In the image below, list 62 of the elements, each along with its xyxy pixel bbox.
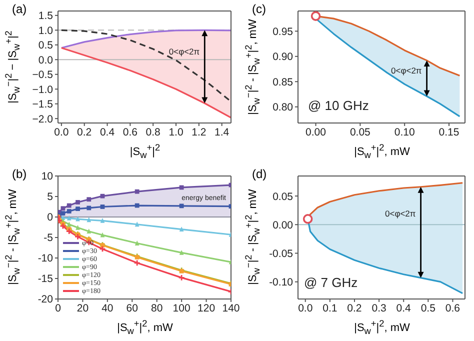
x-tick-label: 0.4 xyxy=(100,126,115,138)
y-tick-label: -15 xyxy=(38,273,54,286)
annotation: 0<φ<2π xyxy=(385,208,416,218)
x-tick-label: 120 xyxy=(198,302,216,314)
x-tick-label: 0.6 xyxy=(122,126,138,138)
annotation: 0<φ<2π xyxy=(168,46,200,56)
y-tick-label: -10 xyxy=(38,252,54,265)
x-tick-label: 60 xyxy=(126,302,138,314)
y-tick-label: -0.05 xyxy=(269,248,294,260)
x-tick-label: 140 xyxy=(222,302,240,314)
x-axis-title: |S$_{w}$$^{+}$|$^{2}$, mW xyxy=(117,318,173,336)
x-tick-label: 1.2 xyxy=(192,126,206,138)
y-tick-label: 0.95 xyxy=(272,26,294,38)
x-tick-label: 0.4 xyxy=(396,302,412,314)
x-axis-title: |S$_{w}$$^{+}$|$^{2}$, mW xyxy=(354,142,410,160)
y-tick-label: 0.05 xyxy=(272,190,294,203)
chart-title: (c) xyxy=(252,2,266,16)
y-tick-label: 0.90 xyxy=(272,51,294,64)
x-tick-label: 80 xyxy=(151,302,163,314)
x-axis-title: |S$_{w}$$^{+}$|$^{2}$ xyxy=(130,142,160,160)
x-tick-label: 0.1 xyxy=(322,302,338,314)
x-tick-label: 0.10 xyxy=(394,126,415,138)
x-tick-label: 0.6 xyxy=(445,302,460,314)
x-tick-label: 1.0 xyxy=(168,126,184,138)
annotation: 0<φ<2π xyxy=(391,65,422,76)
x-tick-label: 0.0 xyxy=(298,302,313,314)
x-tick-label: 0.2 xyxy=(77,126,92,138)
chart-title: (b) xyxy=(12,167,27,181)
x-axis-title: |S$_{w}$$^{+}$|$^{2}$, mW xyxy=(354,318,410,336)
x-tick-label: 0.3 xyxy=(372,302,386,314)
y-tick-label: 10 xyxy=(41,170,54,183)
y-tick-label: 5 xyxy=(47,191,54,204)
chart-title: (d) xyxy=(252,167,267,181)
x-tick-label: 0.15 xyxy=(438,126,460,138)
chart-title: (a) xyxy=(12,2,27,16)
y-tick-label: 0 xyxy=(47,212,54,224)
x-tick-label: 0.5 xyxy=(420,302,436,314)
x-tick-label: 40 xyxy=(102,302,114,314)
annotation: @ 7 GHz xyxy=(304,275,358,290)
y-tick-label: -5 xyxy=(44,232,54,244)
y-tick-label: -20 xyxy=(38,294,54,306)
y-tick-label: 0.00 xyxy=(272,219,294,232)
x-tick-label: 20 xyxy=(76,302,89,314)
annotation: @ 10 GHz xyxy=(308,98,369,113)
y-tick-label: 0.85 xyxy=(272,76,294,88)
y-tick-label: 0.0 xyxy=(38,54,54,66)
x-tick-label: 0.00 xyxy=(306,126,326,138)
y-tick-label: -0.10 xyxy=(269,276,294,289)
x-tick-label: 0 xyxy=(55,302,62,314)
x-tick-label: 1.4 xyxy=(214,126,230,138)
y-tick-label: −0.5 xyxy=(32,69,54,82)
x-tick-label: 0.8 xyxy=(146,126,161,138)
y-tick-label: −1.5 xyxy=(32,98,54,111)
x-tick-label: 0.2 xyxy=(347,302,362,314)
x-tick-label: 0.05 xyxy=(350,126,371,138)
y-tick-label: 1.0 xyxy=(38,24,54,37)
y-tick-label: −2.0 xyxy=(32,113,54,126)
x-tick-label: 100 xyxy=(172,302,190,314)
y-tick-label: 0.5 xyxy=(38,40,54,52)
y-tick-label: 1.5 xyxy=(38,10,54,22)
y-tick-label: −1.0 xyxy=(32,84,54,96)
y-tick-label: 0.80 xyxy=(272,102,294,114)
